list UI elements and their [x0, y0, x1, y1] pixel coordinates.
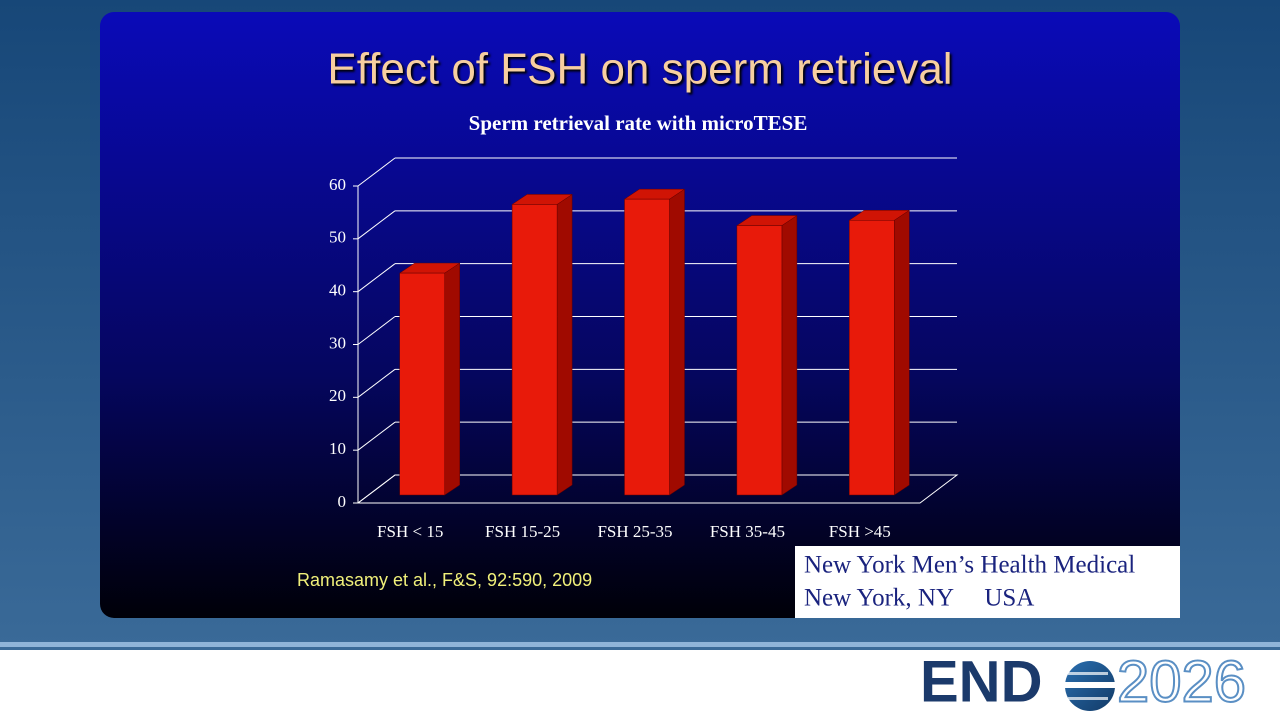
affiliation-line: New York, NY USA: [804, 585, 1034, 612]
bar-side: [444, 262, 460, 496]
bar-side: [669, 188, 685, 496]
x-tick-label: FSH 25-35: [597, 522, 672, 541]
logo-text: END: [920, 649, 1042, 714]
grid-line: [357, 263, 396, 293]
y-tick-label: 50: [329, 228, 346, 247]
divider: [0, 642, 1280, 647]
chart: 0 10 20 30 40 50 60 FSH < 15 FSH 15-25 FSH 25-35 F…: [329, 157, 959, 541]
bar: [736, 225, 783, 496]
x-tick-label: FSH 35-45: [710, 522, 785, 541]
slide-title: Effect of FSH on sperm retrieval: [327, 45, 952, 94]
y-tick-label: 40: [329, 281, 346, 300]
grid-line: [357, 157, 396, 187]
y-tick-label: 30: [329, 333, 346, 352]
logo-year: 2026: [1117, 649, 1246, 714]
x-tick-label: FSH 15-25: [485, 522, 560, 541]
x-tick-label: FSH >45: [829, 522, 891, 541]
bar-side: [556, 193, 573, 496]
bar: [624, 198, 670, 496]
y-tick-label: 10: [329, 439, 346, 458]
grid-line: [357, 474, 396, 504]
grid-line: [357, 368, 396, 398]
chart-subtitle: Sperm retrieval rate with microTESE: [469, 111, 808, 135]
affiliation-line: New York Men’s Health Medical: [804, 552, 1135, 579]
citation: Ramasamy et al., F&S, 92:590, 2009: [297, 570, 592, 590]
bar-side: [894, 209, 910, 496]
y-tick-label: 60: [329, 175, 346, 194]
y-tick-label: 0: [338, 492, 347, 511]
bar: [399, 272, 445, 496]
bar: [849, 220, 895, 496]
bar: [511, 204, 558, 496]
bar-side: [781, 215, 798, 496]
y-tick-label: 20: [329, 386, 346, 405]
logo-globe: [1062, 661, 1118, 711]
grid-line: [357, 316, 396, 345]
x-tick-label: FSH < 15: [377, 522, 443, 541]
affiliation-box: [795, 546, 1180, 618]
grid-line: [357, 421, 396, 451]
grid-line: [357, 210, 396, 240]
